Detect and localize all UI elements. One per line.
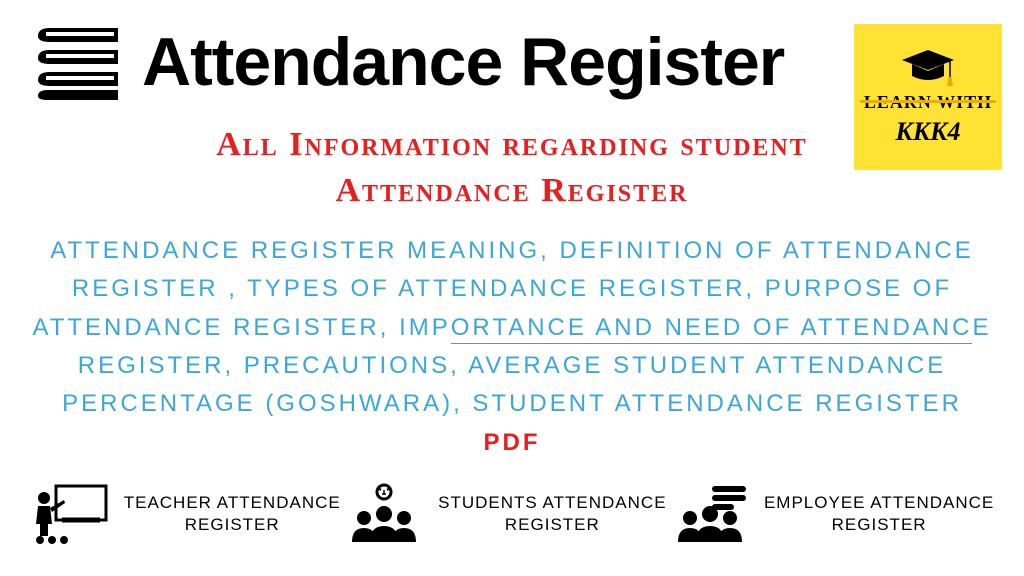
cat-label-l2: REGISTER: [185, 515, 280, 534]
category-teacher: TEACHER ATTENDANCE REGISTER: [30, 482, 341, 546]
category-label: EMPLOYEE ATTENDANCE REGISTER: [764, 492, 994, 536]
desc-pdf: PDF: [484, 429, 541, 456]
cat-label-l1: EMPLOYEE ATTENDANCE: [764, 493, 994, 512]
graduation-cap-icon: [900, 48, 956, 88]
category-label: STUDENTS ATTENDANCE REGISTER: [438, 492, 666, 536]
desc-underlined: ORTANCE AND NEED OF ATTENDANC: [451, 314, 973, 344]
main-title: Attendance Register: [142, 23, 784, 101]
description-text: ATTENDANCE REGISTER MEANING, DEFINITION …: [32, 232, 992, 462]
logo-text-2: KKK4: [895, 117, 960, 147]
students-icon: [344, 482, 424, 546]
cat-label-l2: REGISTER: [832, 515, 927, 534]
teacher-icon: [30, 482, 110, 546]
employee-icon: [670, 482, 750, 546]
red-heading-line2: Attendance Register: [335, 172, 688, 209]
cat-label-l1: TEACHER ATTENDANCE: [124, 493, 341, 512]
cat-label-l2: REGISTER: [505, 515, 600, 534]
books-icon: [28, 22, 128, 102]
cat-label-l1: STUDENTS ATTENDANCE: [438, 493, 666, 512]
category-employee: EMPLOYEE ATTENDANCE REGISTER: [670, 482, 994, 546]
categories-row: TEACHER ATTENDANCE REGISTER STUDENTS ATT…: [0, 482, 1024, 546]
logo-box: LEARN WITH KKK4: [854, 24, 1002, 170]
logo-text-1: LEARN WITH: [864, 92, 992, 113]
category-label: TEACHER ATTENDANCE REGISTER: [124, 492, 341, 536]
red-heading: All Information regarding student Attend…: [132, 122, 892, 214]
red-heading-line1: All Information regarding student: [216, 126, 808, 163]
category-students: STUDENTS ATTENDANCE REGISTER: [344, 482, 666, 546]
